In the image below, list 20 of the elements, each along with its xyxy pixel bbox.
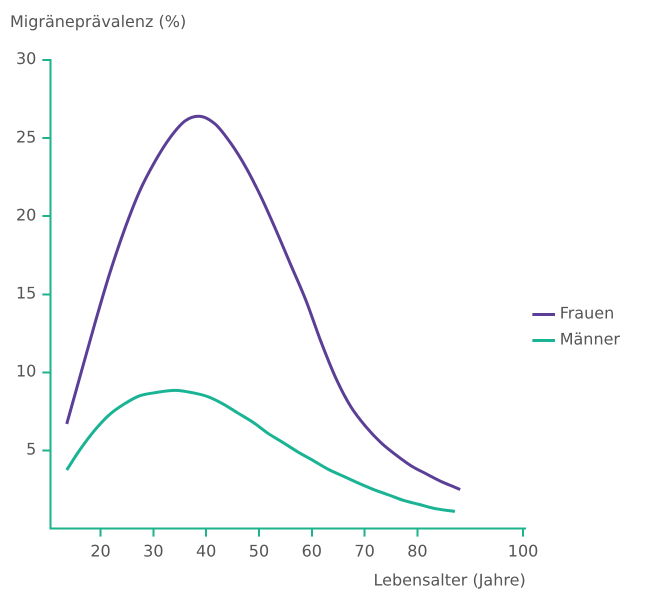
x-tick-label: 40 bbox=[196, 541, 216, 560]
y-tick-label: 30 bbox=[16, 49, 36, 68]
y-tick-label: 5 bbox=[26, 440, 36, 459]
x-tick-label: 70 bbox=[354, 541, 375, 560]
x-tick-label: 50 bbox=[248, 541, 270, 560]
line-series bbox=[65, 388, 456, 513]
legend-label: Männer bbox=[560, 330, 620, 349]
x-tick-label: 30 bbox=[143, 541, 164, 560]
y-tick-label: 10 bbox=[16, 362, 36, 381]
x-tick-label: 20 bbox=[90, 541, 111, 560]
y-tick-label: 15 bbox=[16, 283, 36, 302]
x-tick-label: 80 bbox=[407, 541, 428, 560]
x-tick-label: 100 bbox=[508, 541, 538, 560]
y-tick-label: 25 bbox=[16, 127, 36, 146]
x-tick-label: 60 bbox=[302, 541, 322, 560]
y-axis-title: Migräneprävalenz (%) bbox=[10, 12, 186, 31]
x-axis-title: Lebensalter (Jahre) bbox=[373, 570, 526, 590]
y-tick-label: 20 bbox=[16, 205, 36, 224]
legend-label: Frauen bbox=[560, 304, 614, 323]
line-series bbox=[65, 114, 462, 492]
